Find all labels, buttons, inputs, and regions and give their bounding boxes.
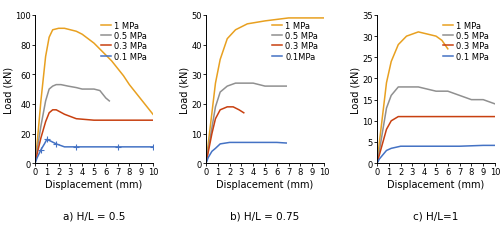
X-axis label: Displacement (mm): Displacement (mm) [388, 179, 484, 189]
X-axis label: Displacement (mm): Displacement (mm) [46, 179, 142, 189]
X-axis label: Displacement (mm): Displacement (mm) [216, 179, 314, 189]
Text: a) H/L = 0.5: a) H/L = 0.5 [63, 210, 125, 220]
Legend: 1 MPa, 0.5 MPa, 0.3 MPa, 0.1 MPa: 1 MPa, 0.5 MPa, 0.3 MPa, 0.1 MPa [441, 20, 491, 63]
Text: c) H/L=1: c) H/L=1 [414, 210, 459, 220]
Y-axis label: Load (kN): Load (kN) [180, 66, 190, 113]
Y-axis label: Load (kN): Load (kN) [351, 66, 361, 113]
Y-axis label: Load (kN): Load (kN) [4, 66, 14, 113]
Legend: 1 MPa, 0.5 MPa, 0.3 MPa, 0.1 MPa: 1 MPa, 0.5 MPa, 0.3 MPa, 0.1 MPa [99, 20, 149, 63]
Text: b) H/L = 0.75: b) H/L = 0.75 [230, 210, 300, 220]
Legend: 1 MPa, 0.5 MPa, 0.3 MPa, 0.1MPa: 1 MPa, 0.5 MPa, 0.3 MPa, 0.1MPa [270, 20, 320, 63]
